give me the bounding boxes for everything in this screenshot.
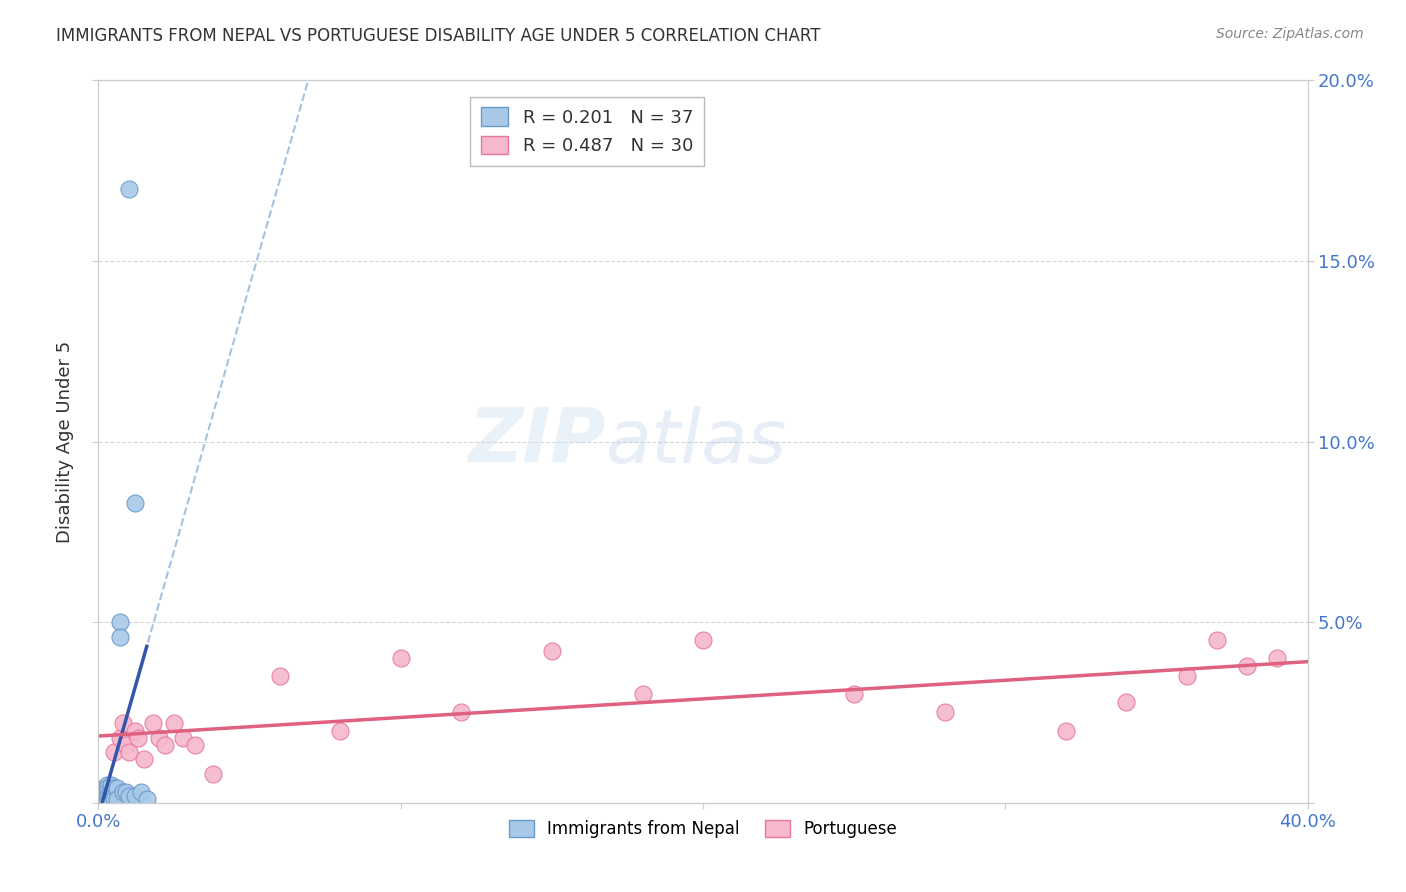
Point — [108, 630, 131, 644]
Point — [118, 745, 141, 759]
Point — [1206, 633, 1229, 648]
Point — [108, 731, 131, 745]
Point — [118, 182, 141, 196]
Point — [1115, 695, 1137, 709]
Point — [96, 792, 118, 806]
Legend: Immigrants from Nepal, Portuguese: Immigrants from Nepal, Portuguese — [502, 814, 904, 845]
Point — [111, 716, 134, 731]
Point — [103, 781, 125, 796]
Point — [105, 792, 128, 806]
Text: ZIP: ZIP — [470, 405, 606, 478]
Point — [844, 687, 866, 701]
Point — [100, 789, 122, 803]
Point — [108, 615, 131, 630]
Point — [934, 706, 956, 720]
Text: Source: ZipAtlas.com: Source: ZipAtlas.com — [1216, 27, 1364, 41]
Point — [96, 781, 118, 796]
Point — [96, 792, 118, 806]
Point — [96, 796, 118, 810]
Point — [93, 796, 115, 810]
Point — [163, 716, 186, 731]
Point — [90, 789, 112, 803]
Point — [184, 738, 207, 752]
Point — [142, 716, 165, 731]
Point — [96, 789, 118, 803]
Point — [124, 789, 146, 803]
Text: IMMIGRANTS FROM NEPAL VS PORTUGUESE DISABILITY AGE UNDER 5 CORRELATION CHART: IMMIGRANTS FROM NEPAL VS PORTUGUESE DISA… — [56, 27, 821, 45]
Point — [450, 706, 472, 720]
Point — [103, 789, 125, 803]
Point — [153, 738, 176, 752]
Point — [692, 633, 714, 648]
Point — [93, 789, 115, 803]
Point — [329, 723, 352, 738]
Point — [103, 792, 125, 806]
Point — [96, 796, 118, 810]
Point — [93, 792, 115, 806]
Point — [172, 731, 194, 745]
Point — [93, 785, 115, 799]
Point — [96, 778, 118, 792]
Point — [148, 731, 170, 745]
Point — [103, 745, 125, 759]
Point — [90, 785, 112, 799]
Point — [93, 796, 115, 810]
Point — [114, 785, 136, 799]
Point — [129, 785, 152, 799]
Point — [111, 785, 134, 799]
Point — [124, 723, 146, 738]
Text: atlas: atlas — [606, 406, 787, 477]
Point — [100, 796, 122, 810]
Point — [389, 651, 412, 665]
Point — [90, 796, 112, 810]
Point — [118, 789, 141, 803]
Point — [202, 767, 225, 781]
Point — [114, 738, 136, 752]
Point — [132, 752, 155, 766]
Point — [1236, 658, 1258, 673]
Point — [127, 731, 149, 745]
Point — [90, 792, 112, 806]
Point — [540, 644, 562, 658]
Point — [100, 778, 122, 792]
Point — [1267, 651, 1289, 665]
Point — [93, 781, 115, 796]
Point — [124, 496, 146, 510]
Point — [1175, 669, 1198, 683]
Y-axis label: Disability Age Under 5: Disability Age Under 5 — [56, 341, 75, 542]
Point — [100, 785, 122, 799]
Point — [631, 687, 654, 701]
Point — [135, 792, 157, 806]
Point — [96, 785, 118, 799]
Point — [269, 669, 291, 683]
Point — [105, 781, 128, 796]
Point — [1054, 723, 1077, 738]
